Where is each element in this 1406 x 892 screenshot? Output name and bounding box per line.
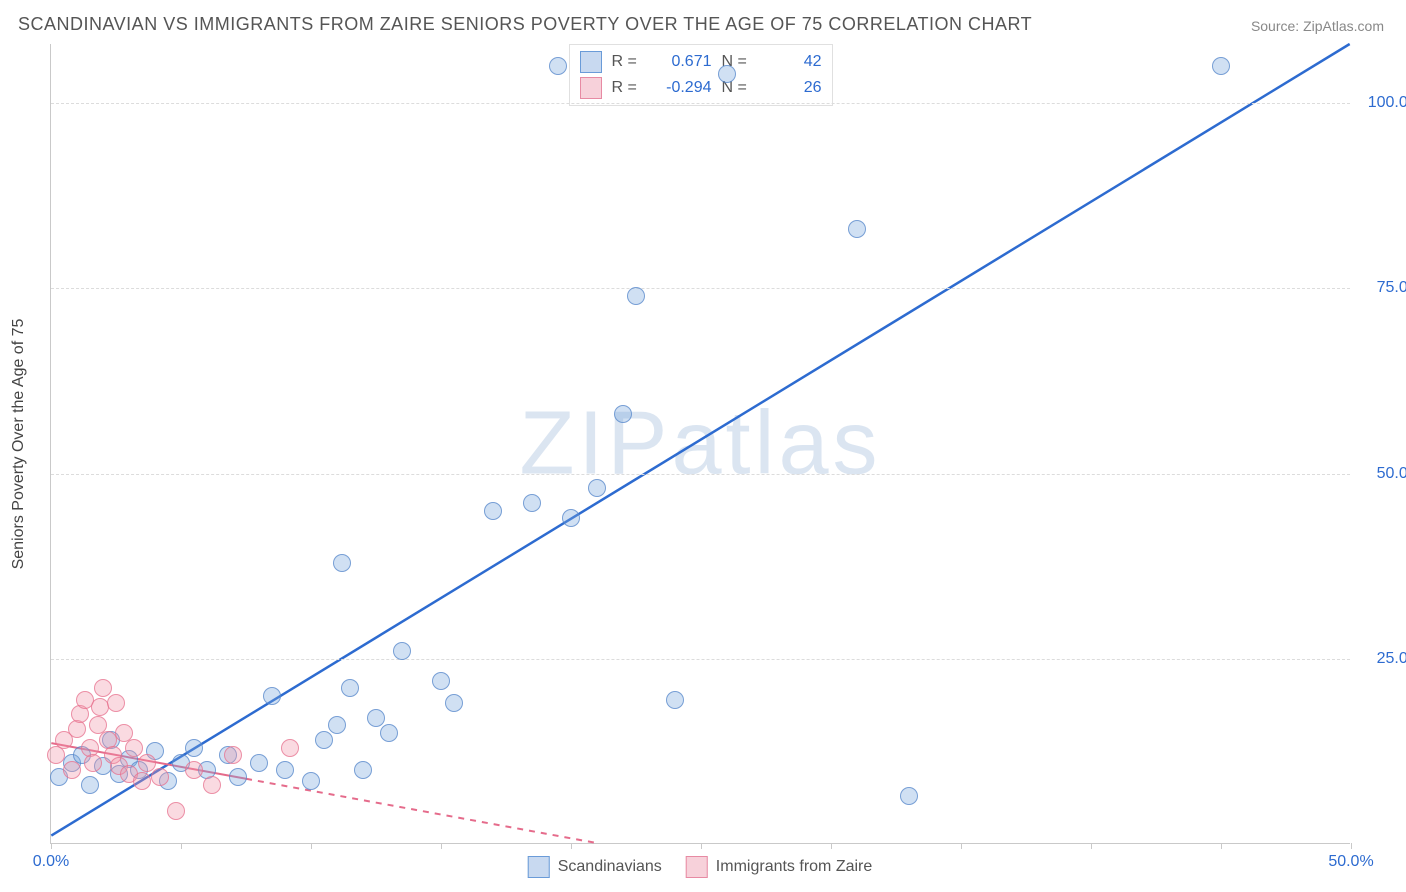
- x-tick: [441, 843, 442, 849]
- x-tick: [181, 843, 182, 849]
- legend-label-zaire: Immigrants from Zaire: [716, 858, 872, 876]
- x-tick: [701, 843, 702, 849]
- data-point-scandinavians: [263, 687, 281, 705]
- data-point-zaire: [107, 694, 125, 712]
- data-point-scandinavians: [484, 502, 502, 520]
- data-point-scandinavians: [718, 65, 736, 83]
- x-tick: [831, 843, 832, 849]
- grid-line: [51, 659, 1350, 660]
- data-point-scandinavians: [614, 405, 632, 423]
- data-point-zaire: [63, 761, 81, 779]
- grid-line: [51, 474, 1350, 475]
- data-point-scandinavians: [276, 761, 294, 779]
- r-value-zaire: -0.294: [652, 79, 712, 97]
- data-point-scandinavians: [302, 772, 320, 790]
- data-point-scandinavians: [380, 724, 398, 742]
- x-tick: [311, 843, 312, 849]
- plot-area: ZIPatlas Seniors Poverty Over the Age of…: [50, 44, 1350, 844]
- data-point-scandinavians: [341, 679, 359, 697]
- data-point-scandinavians: [900, 787, 918, 805]
- data-point-zaire: [94, 679, 112, 697]
- r-label: R =: [612, 53, 642, 71]
- y-axis-label: Seniors Poverty Over the Age of 75: [10, 318, 28, 569]
- chart-title: SCANDINAVIAN VS IMMIGRANTS FROM ZAIRE SE…: [18, 14, 1032, 35]
- correlation-legend: R = 0.671 N = 42 R = -0.294 N = 26: [569, 44, 833, 106]
- y-tick-label: 100.0%: [1368, 94, 1406, 112]
- data-point-scandinavians: [549, 57, 567, 75]
- grid-line: [51, 103, 1350, 104]
- data-point-scandinavians: [250, 754, 268, 772]
- data-point-scandinavians: [185, 739, 203, 757]
- trend-line-zaire-dashed: [246, 779, 597, 843]
- data-point-zaire: [224, 746, 242, 764]
- data-point-scandinavians: [588, 479, 606, 497]
- r-label: R =: [612, 79, 642, 97]
- y-tick-label: 75.0%: [1377, 279, 1406, 297]
- x-tick-label: 0.0%: [33, 853, 69, 871]
- y-tick-label: 25.0%: [1377, 650, 1406, 668]
- x-tick: [1091, 843, 1092, 849]
- x-tick: [571, 843, 572, 849]
- data-point-zaire: [151, 768, 169, 786]
- trend-lines-layer: [51, 44, 1350, 843]
- data-point-scandinavians: [354, 761, 372, 779]
- data-point-scandinavians: [328, 716, 346, 734]
- correlation-row-scandinavians: R = 0.671 N = 42: [580, 49, 822, 75]
- data-point-zaire: [167, 802, 185, 820]
- trend-line-scandinavians: [51, 44, 1349, 836]
- data-point-zaire: [133, 772, 151, 790]
- swatch-zaire: [686, 856, 708, 878]
- grid-line: [51, 288, 1350, 289]
- data-point-scandinavians: [523, 494, 541, 512]
- r-value-scandinavians: 0.671: [652, 53, 712, 71]
- legend-label-scandinavians: Scandinavians: [558, 858, 662, 876]
- data-point-scandinavians: [1212, 57, 1230, 75]
- n-value-scandinavians: 42: [762, 53, 822, 71]
- data-point-zaire: [138, 754, 156, 772]
- data-point-scandinavians: [393, 642, 411, 660]
- data-point-scandinavians: [666, 691, 684, 709]
- series-legend: Scandinavians Immigrants from Zaire: [528, 856, 873, 878]
- x-tick: [961, 843, 962, 849]
- data-point-zaire: [84, 754, 102, 772]
- data-point-scandinavians: [445, 694, 463, 712]
- data-point-scandinavians: [562, 509, 580, 527]
- swatch-zaire: [580, 77, 602, 99]
- data-point-scandinavians: [432, 672, 450, 690]
- correlation-row-zaire: R = -0.294 N = 26: [580, 75, 822, 101]
- data-point-scandinavians: [315, 731, 333, 749]
- data-point-scandinavians: [627, 287, 645, 305]
- source-attribution: Source: ZipAtlas.com: [1251, 18, 1384, 34]
- plot-container: ZIPatlas Seniors Poverty Over the Age of…: [50, 44, 1350, 844]
- x-tick: [1221, 843, 1222, 849]
- x-tick: [51, 843, 52, 849]
- legend-item-zaire: Immigrants from Zaire: [686, 856, 872, 878]
- data-point-scandinavians: [848, 220, 866, 238]
- data-point-zaire: [185, 761, 203, 779]
- n-value-zaire: 26: [762, 79, 822, 97]
- x-tick-label: 50.0%: [1328, 853, 1373, 871]
- data-point-scandinavians: [333, 554, 351, 572]
- data-point-scandinavians: [367, 709, 385, 727]
- swatch-scandinavians: [528, 856, 550, 878]
- x-tick: [1351, 843, 1352, 849]
- data-point-scandinavians: [81, 776, 99, 794]
- data-point-zaire: [281, 739, 299, 757]
- swatch-scandinavians: [580, 51, 602, 73]
- y-tick-label: 50.0%: [1377, 465, 1406, 483]
- data-point-zaire: [203, 776, 221, 794]
- data-point-scandinavians: [229, 768, 247, 786]
- data-point-zaire: [125, 739, 143, 757]
- legend-item-scandinavians: Scandinavians: [528, 856, 662, 878]
